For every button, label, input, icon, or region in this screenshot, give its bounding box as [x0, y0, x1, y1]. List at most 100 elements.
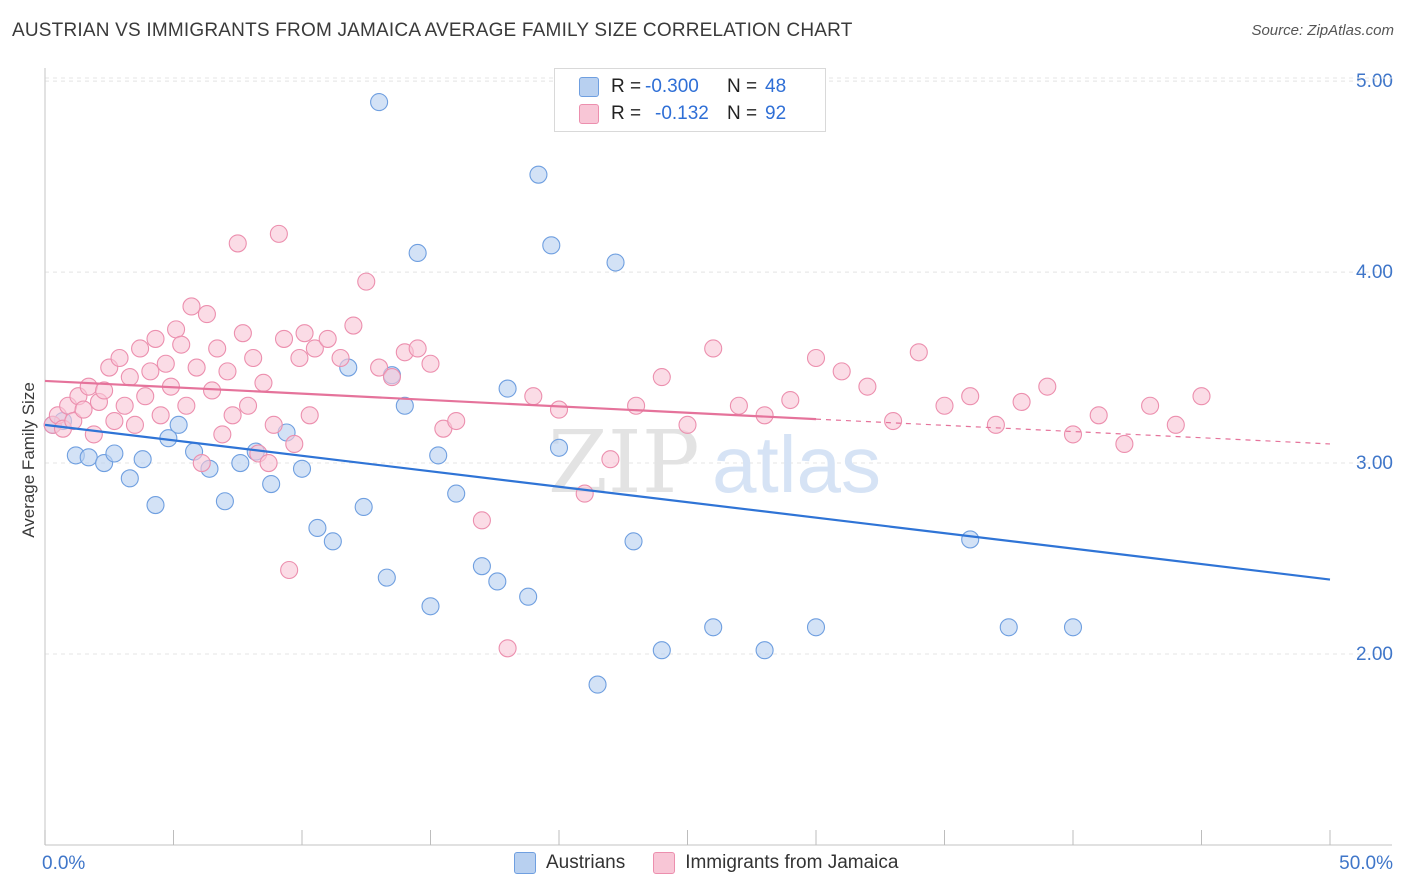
jamaica-point [408, 339, 427, 358]
jamaica-point [136, 387, 155, 406]
jamaica-point [729, 396, 748, 415]
austrian-point [308, 518, 327, 538]
jamaica-point [208, 339, 227, 358]
legend-item-austrians: Austrians [514, 852, 625, 874]
austrian-point [588, 675, 607, 694]
austrian-point [806, 618, 826, 637]
watermark-zip: ZIP [548, 413, 700, 513]
jamaica-point [110, 348, 129, 368]
legend-label-austrians: Austrians [546, 852, 626, 873]
jamaica-point [269, 224, 288, 243]
jamaica-point [223, 406, 242, 425]
legend-swatch-jamaica [653, 852, 676, 874]
austrian-point [549, 438, 569, 457]
series-legend: Austrians Immigrants from Jamaica [514, 852, 926, 874]
jamaica-point [806, 348, 826, 368]
austrian-point [704, 618, 723, 637]
jamaica-point [172, 335, 191, 354]
jamaica-point [370, 358, 389, 377]
jamaica-point [549, 400, 569, 419]
jamaica-point [1038, 377, 1057, 396]
jamaica-point [524, 387, 543, 406]
jamaica-point [447, 411, 466, 431]
austrian-point [79, 448, 98, 467]
jamaica-point [652, 368, 671, 387]
jamaica-point [74, 400, 93, 419]
austrian-point [1063, 618, 1083, 637]
jamaica-point [259, 453, 278, 473]
jamaica-point [64, 411, 83, 431]
jamaica-point [244, 348, 263, 368]
austrian-point [408, 243, 427, 263]
austrian-point [529, 165, 548, 184]
austrian-point [395, 396, 414, 415]
stats-legend: R = -0.300 N = 48 R = -0.132 N = 92 [554, 68, 826, 132]
legend-r-value: -0.132 [655, 103, 709, 124]
jamaica-point [79, 377, 98, 396]
legend-n-value: 92 [765, 103, 787, 124]
y-tick-label: 5.00 [1356, 71, 1393, 92]
austrian-point [105, 444, 124, 463]
legend-n-value: 48 [765, 76, 787, 97]
austrian-point [961, 530, 980, 549]
jamaica-point [197, 305, 216, 324]
austrian-point [292, 459, 312, 478]
austrian-point [472, 557, 491, 576]
watermark-atlas: atlas [712, 420, 881, 509]
austrian-point [429, 446, 448, 465]
jamaica-point [167, 320, 186, 339]
jamaica-point [1012, 392, 1031, 411]
jamaica-point [961, 387, 980, 406]
austrian-point [755, 641, 774, 660]
austrian-point [421, 597, 440, 616]
jamaica-point [187, 358, 206, 377]
austrian-point [498, 379, 517, 398]
legend-r-value: -0.300 [645, 76, 699, 97]
jamaica-point [213, 425, 232, 444]
y-tick-label: 4.00 [1356, 262, 1393, 283]
jamaica-point [704, 339, 723, 358]
jamaica-point [285, 434, 304, 454]
austrian-point [999, 618, 1018, 637]
jamaica-point [935, 396, 954, 415]
jamaica-point [781, 390, 800, 410]
austrians-trendline [44, 423, 1331, 581]
jamaica-point [300, 406, 319, 425]
jamaica-point [233, 324, 252, 343]
austrian-point [652, 641, 671, 660]
jamaica-point [274, 329, 294, 348]
jamaica-point [344, 316, 363, 335]
jamaica-point [575, 484, 594, 503]
jamaica-point [986, 415, 1005, 434]
legend-item-jamaica: Immigrants from Jamaica [653, 852, 898, 874]
jamaica-point [305, 339, 324, 358]
austrian-point [133, 450, 152, 469]
jamaica-point [858, 377, 877, 396]
jamaica-point [95, 381, 114, 400]
jamaica-point [1192, 387, 1211, 406]
austrian-point [354, 497, 373, 517]
austrian-point [120, 469, 139, 488]
austrian-point [323, 532, 342, 551]
jamaica-point [115, 396, 134, 415]
chart-title: AUSTRIAN VS IMMIGRANTS FROM JAMAICA AVER… [12, 20, 853, 41]
legend-n-label: N = [727, 76, 758, 97]
y-tick-label: 2.00 [1356, 644, 1393, 665]
x-tick-label-min: 0.0% [42, 853, 85, 874]
austrian-point [542, 236, 561, 255]
austrian-point [519, 587, 538, 606]
jamaica-point [290, 348, 309, 368]
austrian-point [169, 415, 188, 434]
jamaica-point [1063, 425, 1083, 444]
legend-r-label: R = [611, 76, 642, 97]
legend-n-label: N = [727, 103, 758, 124]
austrian-point [488, 572, 507, 591]
jamaica-point [177, 396, 196, 415]
jamaica-point [1089, 406, 1108, 425]
austrian-point [370, 93, 389, 112]
legend-swatch-austrians [514, 852, 536, 874]
y-tick-label: 3.00 [1356, 453, 1393, 474]
jamaica-point [120, 368, 139, 387]
jamaica-point [151, 406, 170, 425]
